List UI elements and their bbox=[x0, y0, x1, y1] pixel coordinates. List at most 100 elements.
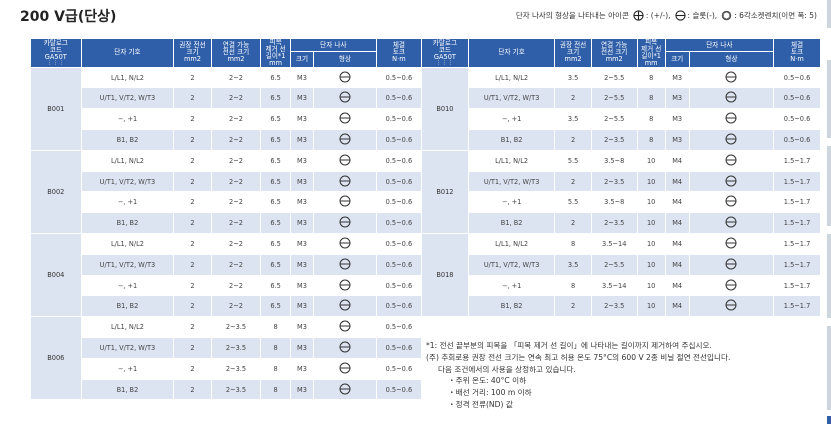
plus-minus-screw-icon bbox=[633, 10, 644, 21]
terminal-symbol: B1, B2 bbox=[81, 296, 174, 317]
recommended-wire-size: 8 bbox=[555, 275, 591, 296]
slotted-screw-icon bbox=[339, 320, 351, 332]
strip-length: 8 bbox=[261, 338, 290, 358]
screw-size: M3 bbox=[665, 88, 689, 109]
table-row: B010 L/L1, N/L2 3.5 2~5.5 8 M3 0.5~0.6 bbox=[422, 67, 820, 150]
terminal-symbol: L/L1, N/L2 bbox=[81, 234, 174, 254]
recommended-wire-size: 2 bbox=[555, 88, 591, 109]
applicable-wire-size: 2~2 bbox=[211, 213, 261, 234]
screw-shape bbox=[689, 296, 774, 317]
screw-shape bbox=[314, 150, 376, 171]
screw-shape bbox=[314, 379, 376, 400]
tightening-torque: 0.5~0.6 bbox=[774, 109, 820, 130]
table-row: B004 L/L1, N/L2 2 2~2 6.5 M3 0.5~0.6 bbox=[31, 234, 421, 317]
table-row: B1, B2 2 2~3.5 8 M3 0.5~0.6 bbox=[31, 379, 421, 400]
tightening-torque: 0.5~0.6 bbox=[376, 317, 421, 338]
strip-length: 10 bbox=[637, 171, 665, 192]
table-row: −, +1 8 3.5~14 10 M4 1.5~1.7 bbox=[422, 275, 820, 296]
table-row: B018 L/L1, N/L2 8 3.5~14 10 M4 1.5~1.7 bbox=[422, 234, 820, 317]
applicable-wire-size: 2~3.5 bbox=[591, 171, 637, 192]
screw-shape bbox=[314, 67, 376, 88]
strip-length: 6.5 bbox=[261, 213, 290, 234]
applicable-wire-size: 2~2 bbox=[211, 275, 261, 296]
legend-prefix: 단자 나사의 형상을 나타내는 아이콘 bbox=[515, 11, 629, 20]
strip-length: 6.5 bbox=[261, 254, 290, 275]
strip-length: 6.5 bbox=[261, 296, 290, 317]
screw-shape bbox=[314, 338, 376, 358]
recommended-wire-size: 2 bbox=[174, 109, 211, 130]
page-edge-marker bbox=[827, 0, 831, 28]
table-row: B1, B2 2 2~3.5 10 M4 1.5~1.7 bbox=[422, 296, 820, 317]
terminal-symbol: −, +1 bbox=[81, 358, 174, 379]
screw-size: M3 bbox=[290, 67, 313, 88]
screw-size: M4 bbox=[665, 296, 689, 317]
terminal-symbol: L/L1, N/L2 bbox=[81, 67, 174, 88]
screw-shape bbox=[689, 88, 774, 109]
recommended-wire-size: 2 bbox=[174, 275, 211, 296]
applicable-wire-size: 2~2 bbox=[211, 171, 261, 192]
recommended-wire-size: 2 bbox=[174, 234, 211, 254]
recommended-wire-size: 2 bbox=[174, 296, 211, 317]
slotted-screw-icon bbox=[339, 237, 351, 249]
applicable-wire-size: 2~2 bbox=[211, 88, 261, 109]
terminal-symbol: L/L1, N/L2 bbox=[468, 150, 555, 171]
strip-length: 10 bbox=[637, 192, 665, 213]
condition-wiring-distance: ・배선 거리: 100 m 이하 bbox=[448, 388, 532, 398]
tightening-torque: 0.5~0.6 bbox=[376, 67, 421, 88]
catalog-code: B010 bbox=[422, 67, 468, 150]
recommended-wire-size: 2 bbox=[174, 358, 211, 379]
screw-shape bbox=[689, 275, 774, 296]
applicable-wire-size: 2~5.5 bbox=[591, 88, 637, 109]
table-row: −, +1 2 2~2 6.5 M3 0.5~0.6 bbox=[31, 192, 421, 213]
header-shape: 형상 bbox=[314, 52, 376, 67]
slotted-screw-icon bbox=[725, 175, 737, 187]
screw-size: M3 bbox=[290, 109, 313, 130]
legend-item-slotted: : 슬롯(-), bbox=[674, 10, 717, 21]
terminal-symbol: −, +1 bbox=[468, 109, 555, 130]
recommended-wire-size: 2 bbox=[174, 379, 211, 400]
slotted-screw-icon bbox=[725, 237, 737, 249]
slotted-screw-icon bbox=[725, 279, 737, 291]
header-applicable-wire: 연결 가능 전선 크기 mm2 bbox=[591, 39, 637, 67]
table-row: U/T1, V/T2, W/T3 2 2~5.5 8 M3 0.5~0.6 bbox=[422, 88, 820, 109]
screw-shape bbox=[314, 109, 376, 130]
applicable-wire-size: 2~3.5 bbox=[591, 213, 637, 234]
table-row: U/T1, V/T2, W/T3 2 2~2 6.5 M3 0.5~0.6 bbox=[31, 171, 421, 192]
terminal-symbol: B1, B2 bbox=[468, 296, 555, 317]
slotted-screw-icon bbox=[339, 133, 351, 145]
table-row: B1, B2 2 2~3.5 8 M3 0.5~0.6 bbox=[422, 130, 820, 150]
tightening-torque: 1.5~1.7 bbox=[774, 150, 820, 171]
slotted-screw-icon bbox=[339, 154, 351, 166]
condition-ambient-temp: ・주위 온도: 40°C 이하 bbox=[448, 376, 527, 386]
applicable-wire-size: 3.5~14 bbox=[591, 275, 637, 296]
table-row: U/T1, V/T2, W/T3 2 2~3.5 10 M4 1.5~1.7 bbox=[422, 171, 820, 192]
recommended-wire-size: 2 bbox=[174, 88, 211, 109]
screw-size: M4 bbox=[665, 275, 689, 296]
tightening-torque: 0.5~0.6 bbox=[376, 338, 421, 358]
recommended-wire-size: 3.5 bbox=[555, 254, 591, 275]
screw-shape bbox=[314, 88, 376, 109]
tightening-torque: 1.5~1.7 bbox=[774, 192, 820, 213]
applicable-wire-size: 2~3.5 bbox=[591, 130, 637, 150]
terminal-symbol: −, +1 bbox=[81, 109, 174, 130]
header-size: 크기 bbox=[665, 52, 689, 67]
table-row: B001 L/L1, N/L2 2 2~2 6.5 M3 0.5~0.6 bbox=[31, 67, 421, 150]
header-catalog: 카탈로그 코드 GA50T ⋮⋮⋮ bbox=[422, 39, 468, 67]
slotted-screw-icon bbox=[339, 71, 351, 83]
table-row: −, +1 2 2~3.5 8 M3 0.5~0.6 bbox=[31, 358, 421, 379]
slotted-screw-icon bbox=[725, 133, 737, 145]
screw-size: M3 bbox=[290, 150, 313, 171]
screw-shape bbox=[314, 234, 376, 254]
screw-size: M3 bbox=[665, 109, 689, 130]
table-row: B1, B2 2 2~2 6.5 M3 0.5~0.6 bbox=[31, 213, 421, 234]
screw-size: M4 bbox=[665, 213, 689, 234]
applicable-wire-size: 2~3.5 bbox=[591, 296, 637, 317]
screw-shape bbox=[689, 67, 774, 88]
applicable-wire-size: 2~3.5 bbox=[211, 317, 261, 338]
header-terminal: 단자 기호 bbox=[81, 39, 174, 67]
terminal-symbol: U/T1, V/T2, W/T3 bbox=[468, 171, 555, 192]
strip-length: 8 bbox=[261, 317, 290, 338]
slotted-screw-icon bbox=[674, 10, 686, 21]
tightening-torque: 1.5~1.7 bbox=[774, 254, 820, 275]
strip-length: 8 bbox=[261, 358, 290, 379]
